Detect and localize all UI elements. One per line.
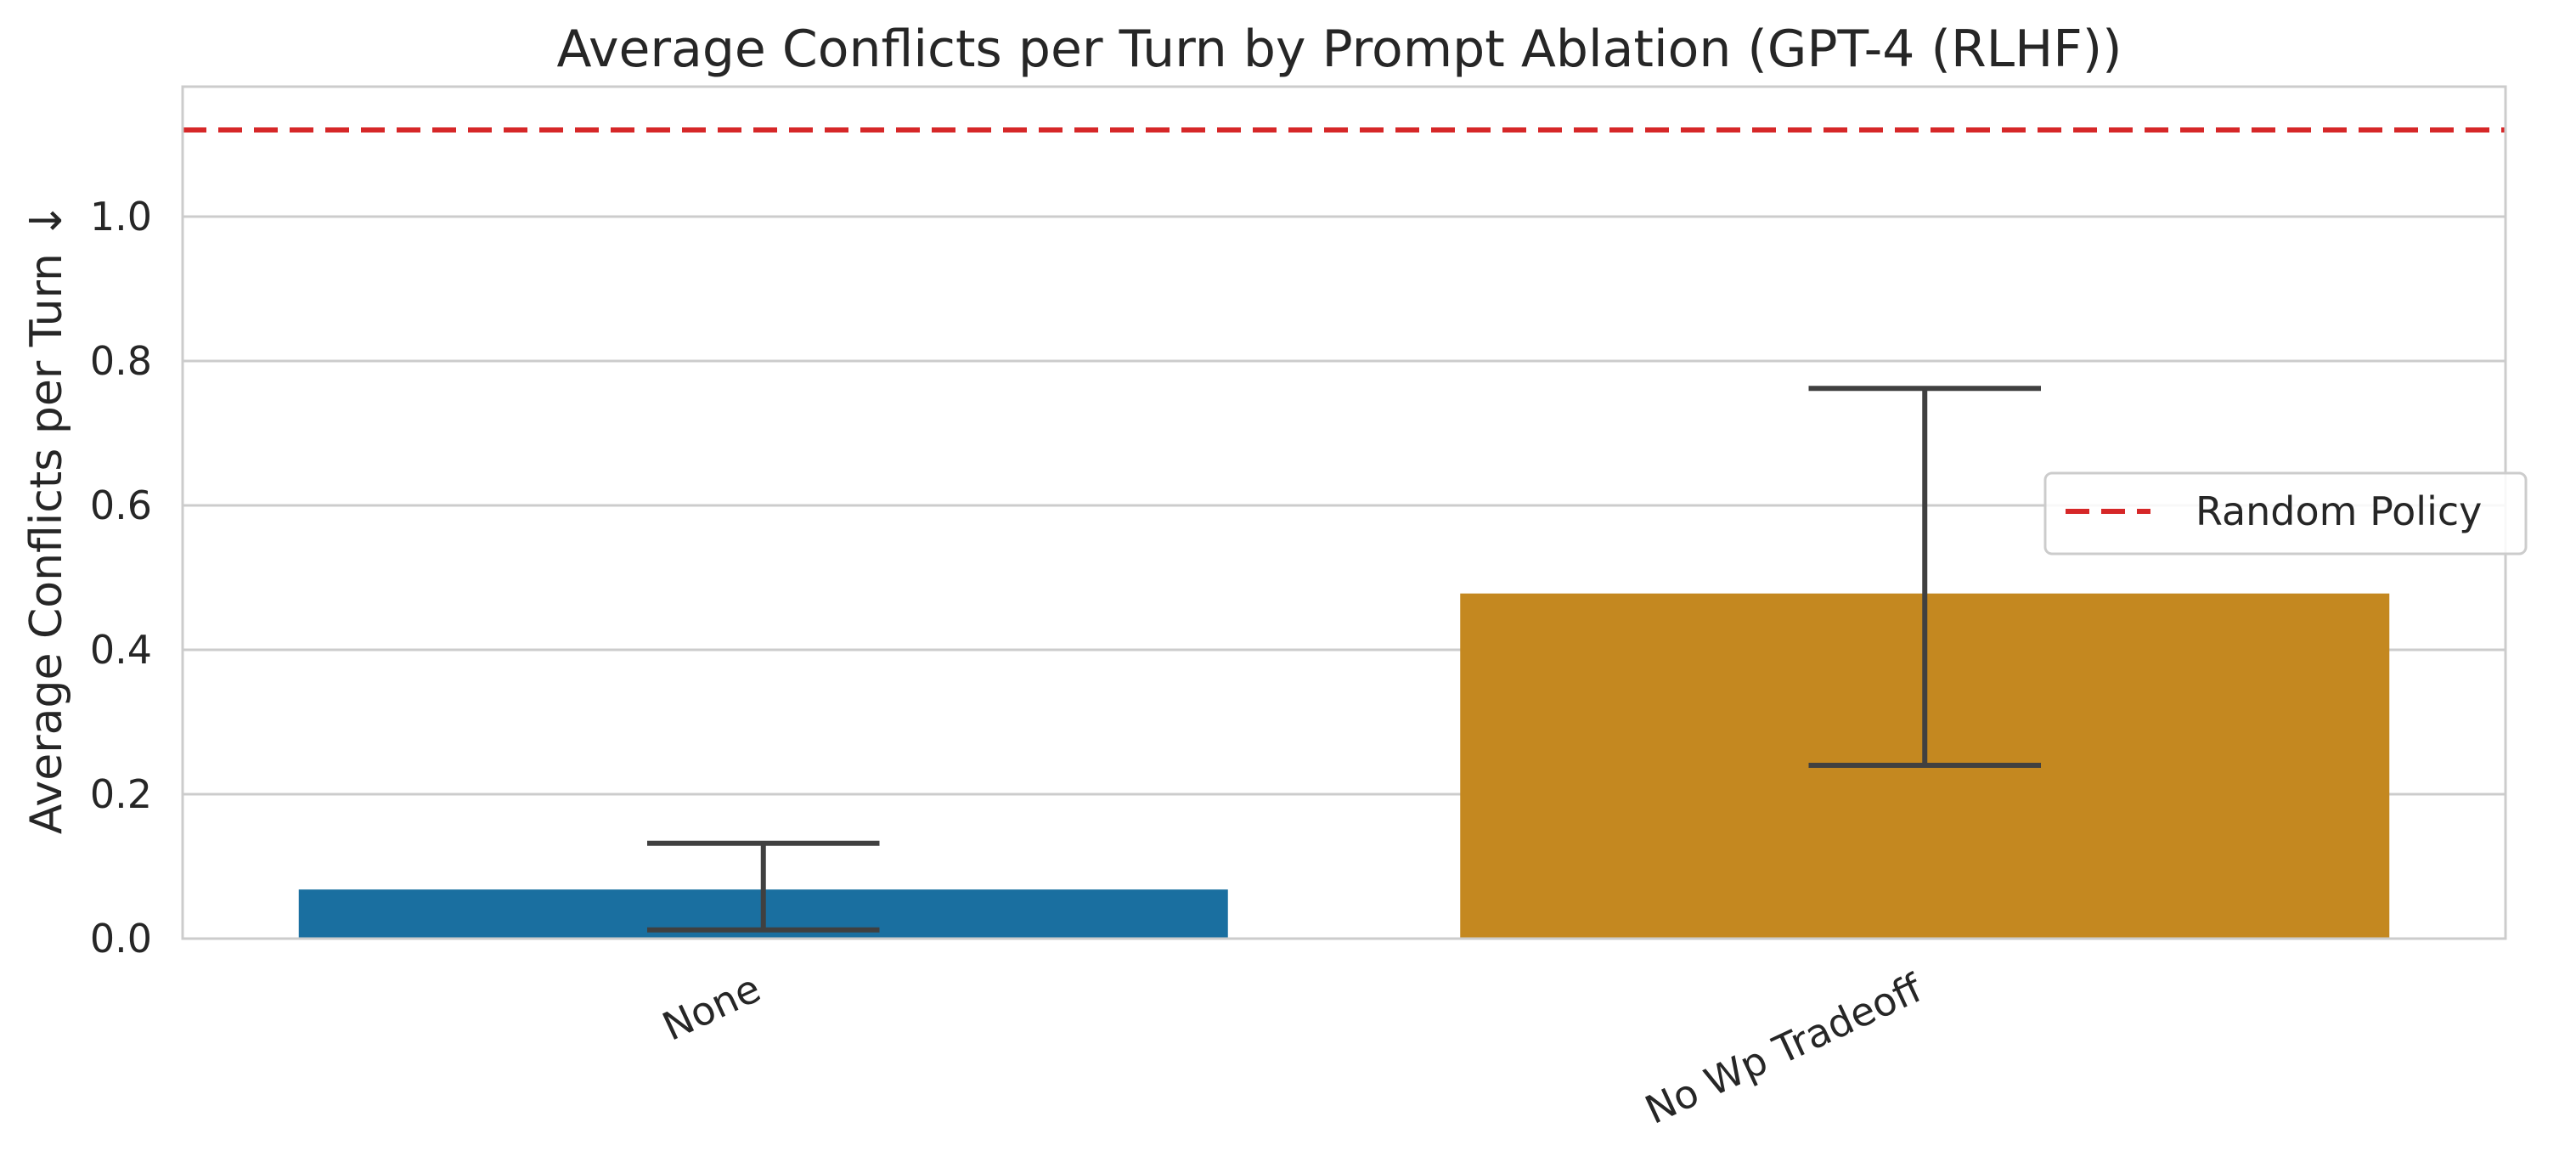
chart-title: Average Conflicts per Turn by Prompt Abl… [556,20,2122,79]
y-tick-labels: 0.0 0.2 0.4 0.6 0.8 1.0 [90,194,152,962]
y-tick-label: 0.8 [90,338,152,384]
bars [298,593,2390,939]
y-tick-label: 0.4 [90,627,152,673]
legend-label-random-policy: Random Policy [2196,488,2482,534]
x-tick-label: None [656,965,768,1050]
y-tick-label: 0.6 [90,482,152,528]
error-bars [647,386,2041,933]
y-tick-label: 0.0 [90,916,152,962]
x-tick-label: No Wp Tradeoff [1638,964,1930,1132]
y-axis-label: Average Conflicts per Turn ↓ [21,202,72,834]
y-tick-label: 0.2 [90,771,152,817]
legend: Random Policy [2043,471,2528,556]
x-tick-labels: None No Wp Tradeoff [656,964,1930,1132]
legend-box [2043,471,2528,556]
y-tick-label: 1.0 [90,194,152,240]
